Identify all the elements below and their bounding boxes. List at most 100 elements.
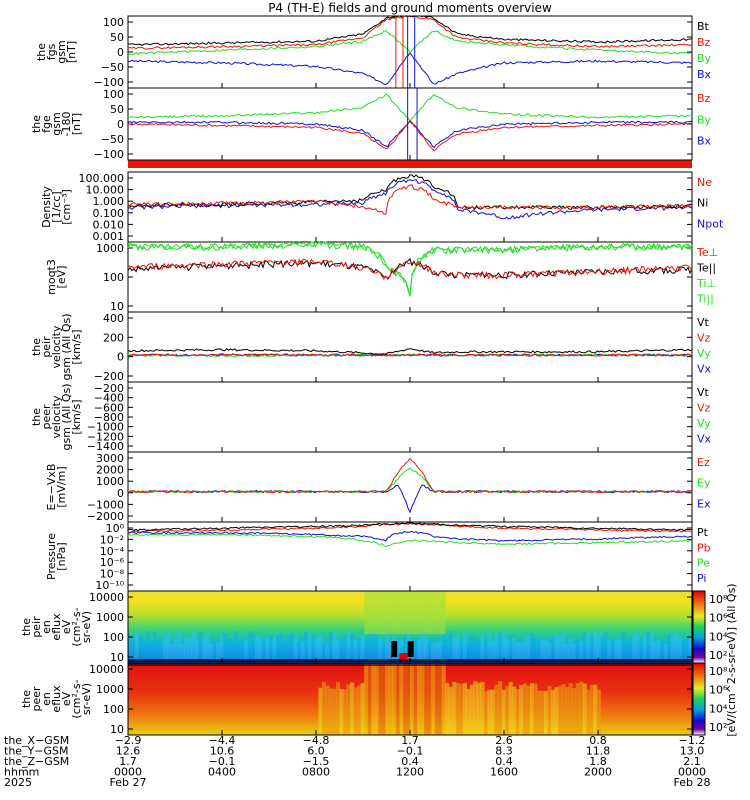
y-axis-label: E=−VxB [45, 464, 58, 511]
spectrogram-cell [374, 591, 379, 635]
spectrogram-top [128, 663, 692, 666]
spectrogram-cell [388, 591, 393, 635]
legend-vt: Vt [697, 386, 710, 399]
spectrogram-cell [427, 591, 432, 635]
spectrogram-cell [663, 643, 668, 661]
spectrogram-cell [667, 634, 672, 661]
legend-pe: Pe [697, 557, 710, 570]
y-tick-label: 100 [103, 631, 124, 644]
legend-bz: Bz [697, 36, 711, 49]
spectrogram-cell [261, 640, 266, 661]
spectrogram-cell [194, 639, 199, 661]
spectrogram-cell [565, 643, 570, 661]
spectrogram-cell [491, 640, 496, 661]
y-tick-label: 10⁻² [100, 533, 124, 546]
legend-te: Te⊥ [696, 246, 718, 259]
spectrogram-cell [371, 663, 376, 735]
spectrogram-cell [473, 636, 478, 661]
y-tick-label: 100 [103, 16, 124, 29]
spectrogram-cell [431, 663, 436, 735]
footer-value: Feb 27 [110, 776, 147, 789]
spectrogram-cell [540, 639, 545, 661]
y-tick-label: 1.000 [93, 195, 125, 208]
y-tick-label: 2000 [96, 464, 124, 477]
footer-row-label: hhmm [4, 766, 39, 779]
spectrogram-cell [596, 689, 601, 735]
spectrogram-cell [586, 690, 591, 735]
spectrogram-cell [424, 663, 429, 735]
spectrogram-cell [561, 684, 566, 735]
legend-vt: Vt [697, 316, 710, 329]
spectrogram-cell [371, 631, 376, 661]
y-tick-label: 10⁻⁶ [100, 556, 125, 569]
spectrogram-cell [367, 633, 372, 661]
y-tick-label: 1000 [96, 242, 124, 255]
spectrogram-cell [283, 643, 288, 661]
y-axis-label: [nT] [65, 41, 78, 63]
y-tick-label: 10⁻⁴ [100, 545, 125, 558]
spectrogram-cell [505, 638, 510, 661]
footer-value: 2000 [584, 766, 612, 779]
spectrogram-cell [617, 639, 622, 661]
footer-value: 1.7 [401, 734, 419, 747]
spectrogram-cell [568, 638, 573, 661]
spectrogram-cell [325, 644, 330, 661]
spectrogram-cell [568, 683, 573, 735]
spectrogram-cell [635, 634, 640, 661]
footer-value: Feb 28 [674, 776, 711, 789]
spectrogram-cell [145, 630, 150, 661]
spectrogram-cell [417, 663, 422, 735]
spectrogram-cell [131, 636, 136, 661]
y-axis-label: (cm²-s- [70, 607, 83, 646]
colorbar-tick-label: 10² [709, 649, 727, 662]
footer-value: 1600 [490, 766, 518, 779]
spectrogram-cell [279, 633, 284, 661]
spectrogram-cell [438, 591, 443, 635]
spectrogram-cell [649, 633, 654, 661]
spectrogram-cell [646, 631, 651, 661]
spectrogram-cell [216, 642, 221, 661]
y-axis-label: gsm (All Qs) [60, 313, 73, 380]
y-tick-label: 10 [110, 300, 124, 313]
spectrogram-cell [632, 633, 637, 661]
spectrogram-cell [427, 641, 432, 661]
y-axis-label: peer [40, 404, 53, 430]
y-tick-label: 10 [110, 723, 124, 736]
spectrogram-cell [402, 637, 407, 661]
spectrogram-cell [367, 591, 372, 635]
spectrogram-cell [614, 639, 619, 661]
spectrogram-cell [533, 637, 538, 661]
spectrogram-cell [385, 663, 390, 735]
spectrogram-cell [237, 643, 242, 661]
legend-by: By [697, 113, 712, 126]
spectrogram-cell [364, 663, 369, 735]
spectrogram-cell [582, 632, 587, 661]
series-ti-line [127, 241, 693, 296]
spectrogram-cell [480, 681, 485, 735]
spectrogram-cell [374, 633, 379, 661]
spectrogram-cell [505, 686, 510, 735]
spectrogram-cell [512, 638, 517, 661]
spectrogram-cell [244, 639, 249, 661]
spectrogram-cell [501, 630, 506, 661]
y-tick-label: 1000 [96, 475, 124, 488]
chart-title: P4 (TH-E) fields and ground moments over… [268, 1, 552, 15]
series-pb-line [127, 522, 693, 533]
spectrogram-cell [491, 689, 496, 735]
spectrogram-cell [205, 634, 210, 661]
footer-value: 11.8 [586, 745, 611, 758]
y-axis-label: the [20, 618, 33, 636]
y-tick-label: 100 [103, 271, 124, 284]
colorbar-tick-label: 10⁶ [709, 684, 728, 697]
y-axis-label: fge [40, 115, 53, 133]
y-axis-label: [mV/m] [55, 466, 68, 507]
spectrogram-cell [152, 631, 157, 661]
spectrogram-cell [293, 635, 298, 661]
spectrogram-cell [399, 638, 404, 661]
series-bz-line [127, 15, 693, 50]
spectrogram-cell [381, 663, 386, 735]
spectrogram-cell [202, 638, 207, 661]
y-axis-label: gsm (All Qs) [60, 383, 73, 450]
spectrogram-cell [448, 630, 453, 661]
spectrogram-cell [452, 637, 457, 661]
